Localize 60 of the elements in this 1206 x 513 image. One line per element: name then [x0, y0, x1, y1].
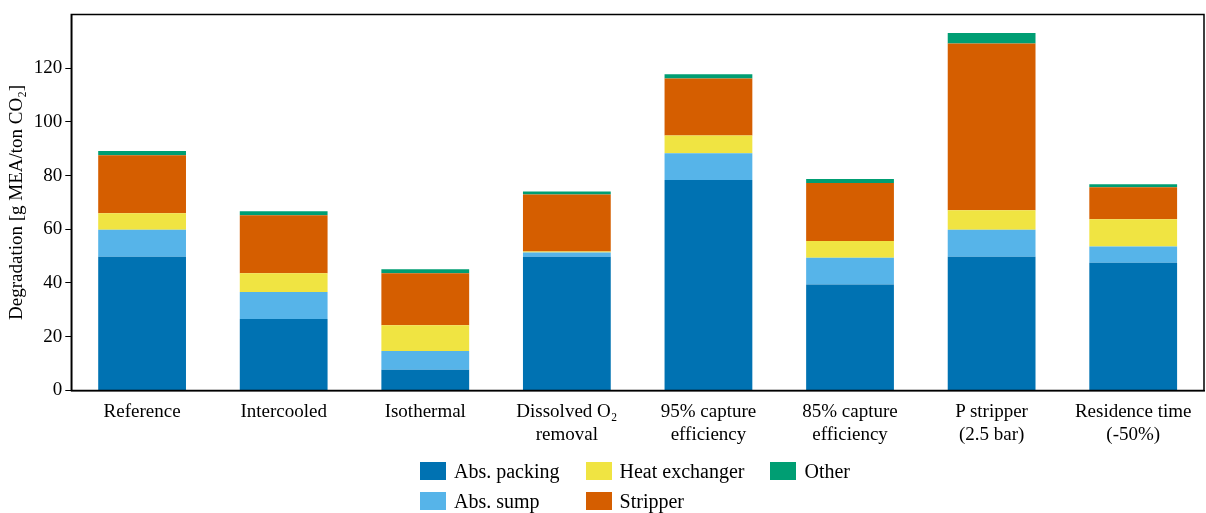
- bar: [806, 183, 894, 242]
- legend-label: Abs. sump: [454, 489, 540, 513]
- bar: [664, 78, 753, 136]
- y-tick-label: 60: [43, 217, 63, 239]
- bar: [98, 155, 186, 214]
- x-tick-label: Intercooled: [240, 399, 328, 421]
- bar: [806, 257, 894, 285]
- legend-label: Abs. packing: [454, 459, 560, 483]
- x-tick-label: Isothermal: [384, 399, 466, 421]
- bar: [522, 256, 611, 390]
- y-axis-title: Degradation [g MEA/ton CO₂]: [5, 84, 27, 320]
- bar: [239, 215, 328, 274]
- bar: [239, 211, 328, 216]
- legend-label: Stripper: [619, 489, 684, 513]
- bar: [947, 210, 1036, 230]
- bar: [664, 74, 753, 79]
- bar: [98, 256, 186, 390]
- bar: [664, 153, 753, 181]
- bar: [239, 273, 328, 293]
- x-tick-label: Reference: [103, 399, 181, 421]
- bar: [522, 252, 611, 257]
- y-tick-label: 120: [33, 56, 63, 78]
- legend-label: Other: [804, 459, 851, 483]
- bar: [1089, 262, 1178, 390]
- bar: [947, 43, 1036, 211]
- bar: [947, 256, 1036, 390]
- bar: [98, 229, 186, 257]
- bar: [806, 241, 894, 258]
- bar: [947, 32, 1036, 44]
- x-tick-label: 95% capture efficiency: [660, 399, 757, 444]
- bar: [1089, 184, 1178, 188]
- bar: [381, 369, 470, 390]
- y-tick-label: 40: [43, 270, 63, 292]
- legend-label: Heat exchanger: [619, 459, 745, 483]
- bar: [381, 273, 470, 326]
- bar: [381, 325, 470, 351]
- y-tick-label: 20: [43, 324, 63, 346]
- bar: [239, 318, 328, 390]
- bar: [98, 151, 186, 156]
- y-tick-label: 0: [52, 378, 63, 400]
- x-tick-label: Dissolved O₂ removal: [516, 399, 618, 444]
- x-tick-label: Residence time (-50%): [1074, 399, 1192, 445]
- bar: [522, 194, 611, 252]
- x-tick-label: P stripper (2.5 bar): [955, 399, 1029, 445]
- bar: [522, 191, 611, 195]
- bar: [947, 229, 1036, 257]
- bar: [381, 350, 470, 370]
- bar: [664, 135, 753, 154]
- bar: [381, 269, 470, 274]
- bar: [1089, 246, 1178, 263]
- y-tick-label: 80: [43, 163, 63, 185]
- bar: [239, 292, 328, 319]
- y-tick-label: 100: [33, 109, 63, 131]
- bar: [1089, 219, 1178, 247]
- bar: [664, 180, 753, 390]
- bar: [806, 179, 894, 184]
- bar: [806, 284, 894, 390]
- x-tick-label: 85% capture efficiency: [802, 399, 898, 444]
- bar: [98, 213, 186, 230]
- bar: [1089, 187, 1178, 220]
